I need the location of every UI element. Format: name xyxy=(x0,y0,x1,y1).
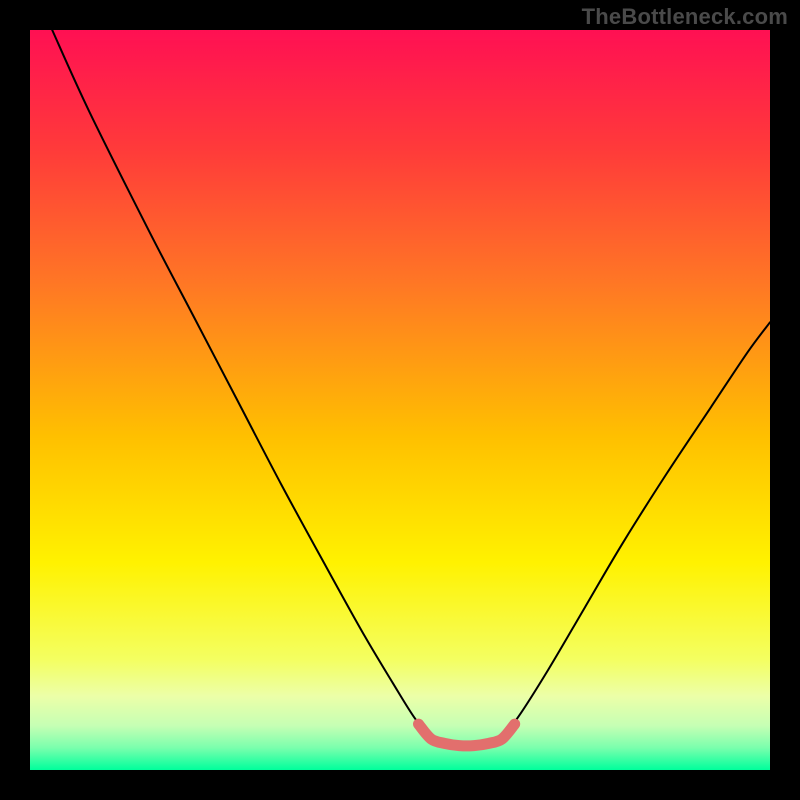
chart-container: TheBottleneck.com xyxy=(0,0,800,800)
watermark-label: TheBottleneck.com xyxy=(582,4,788,30)
gradient-background xyxy=(30,30,770,770)
bottleneck-curve-chart xyxy=(0,0,800,800)
